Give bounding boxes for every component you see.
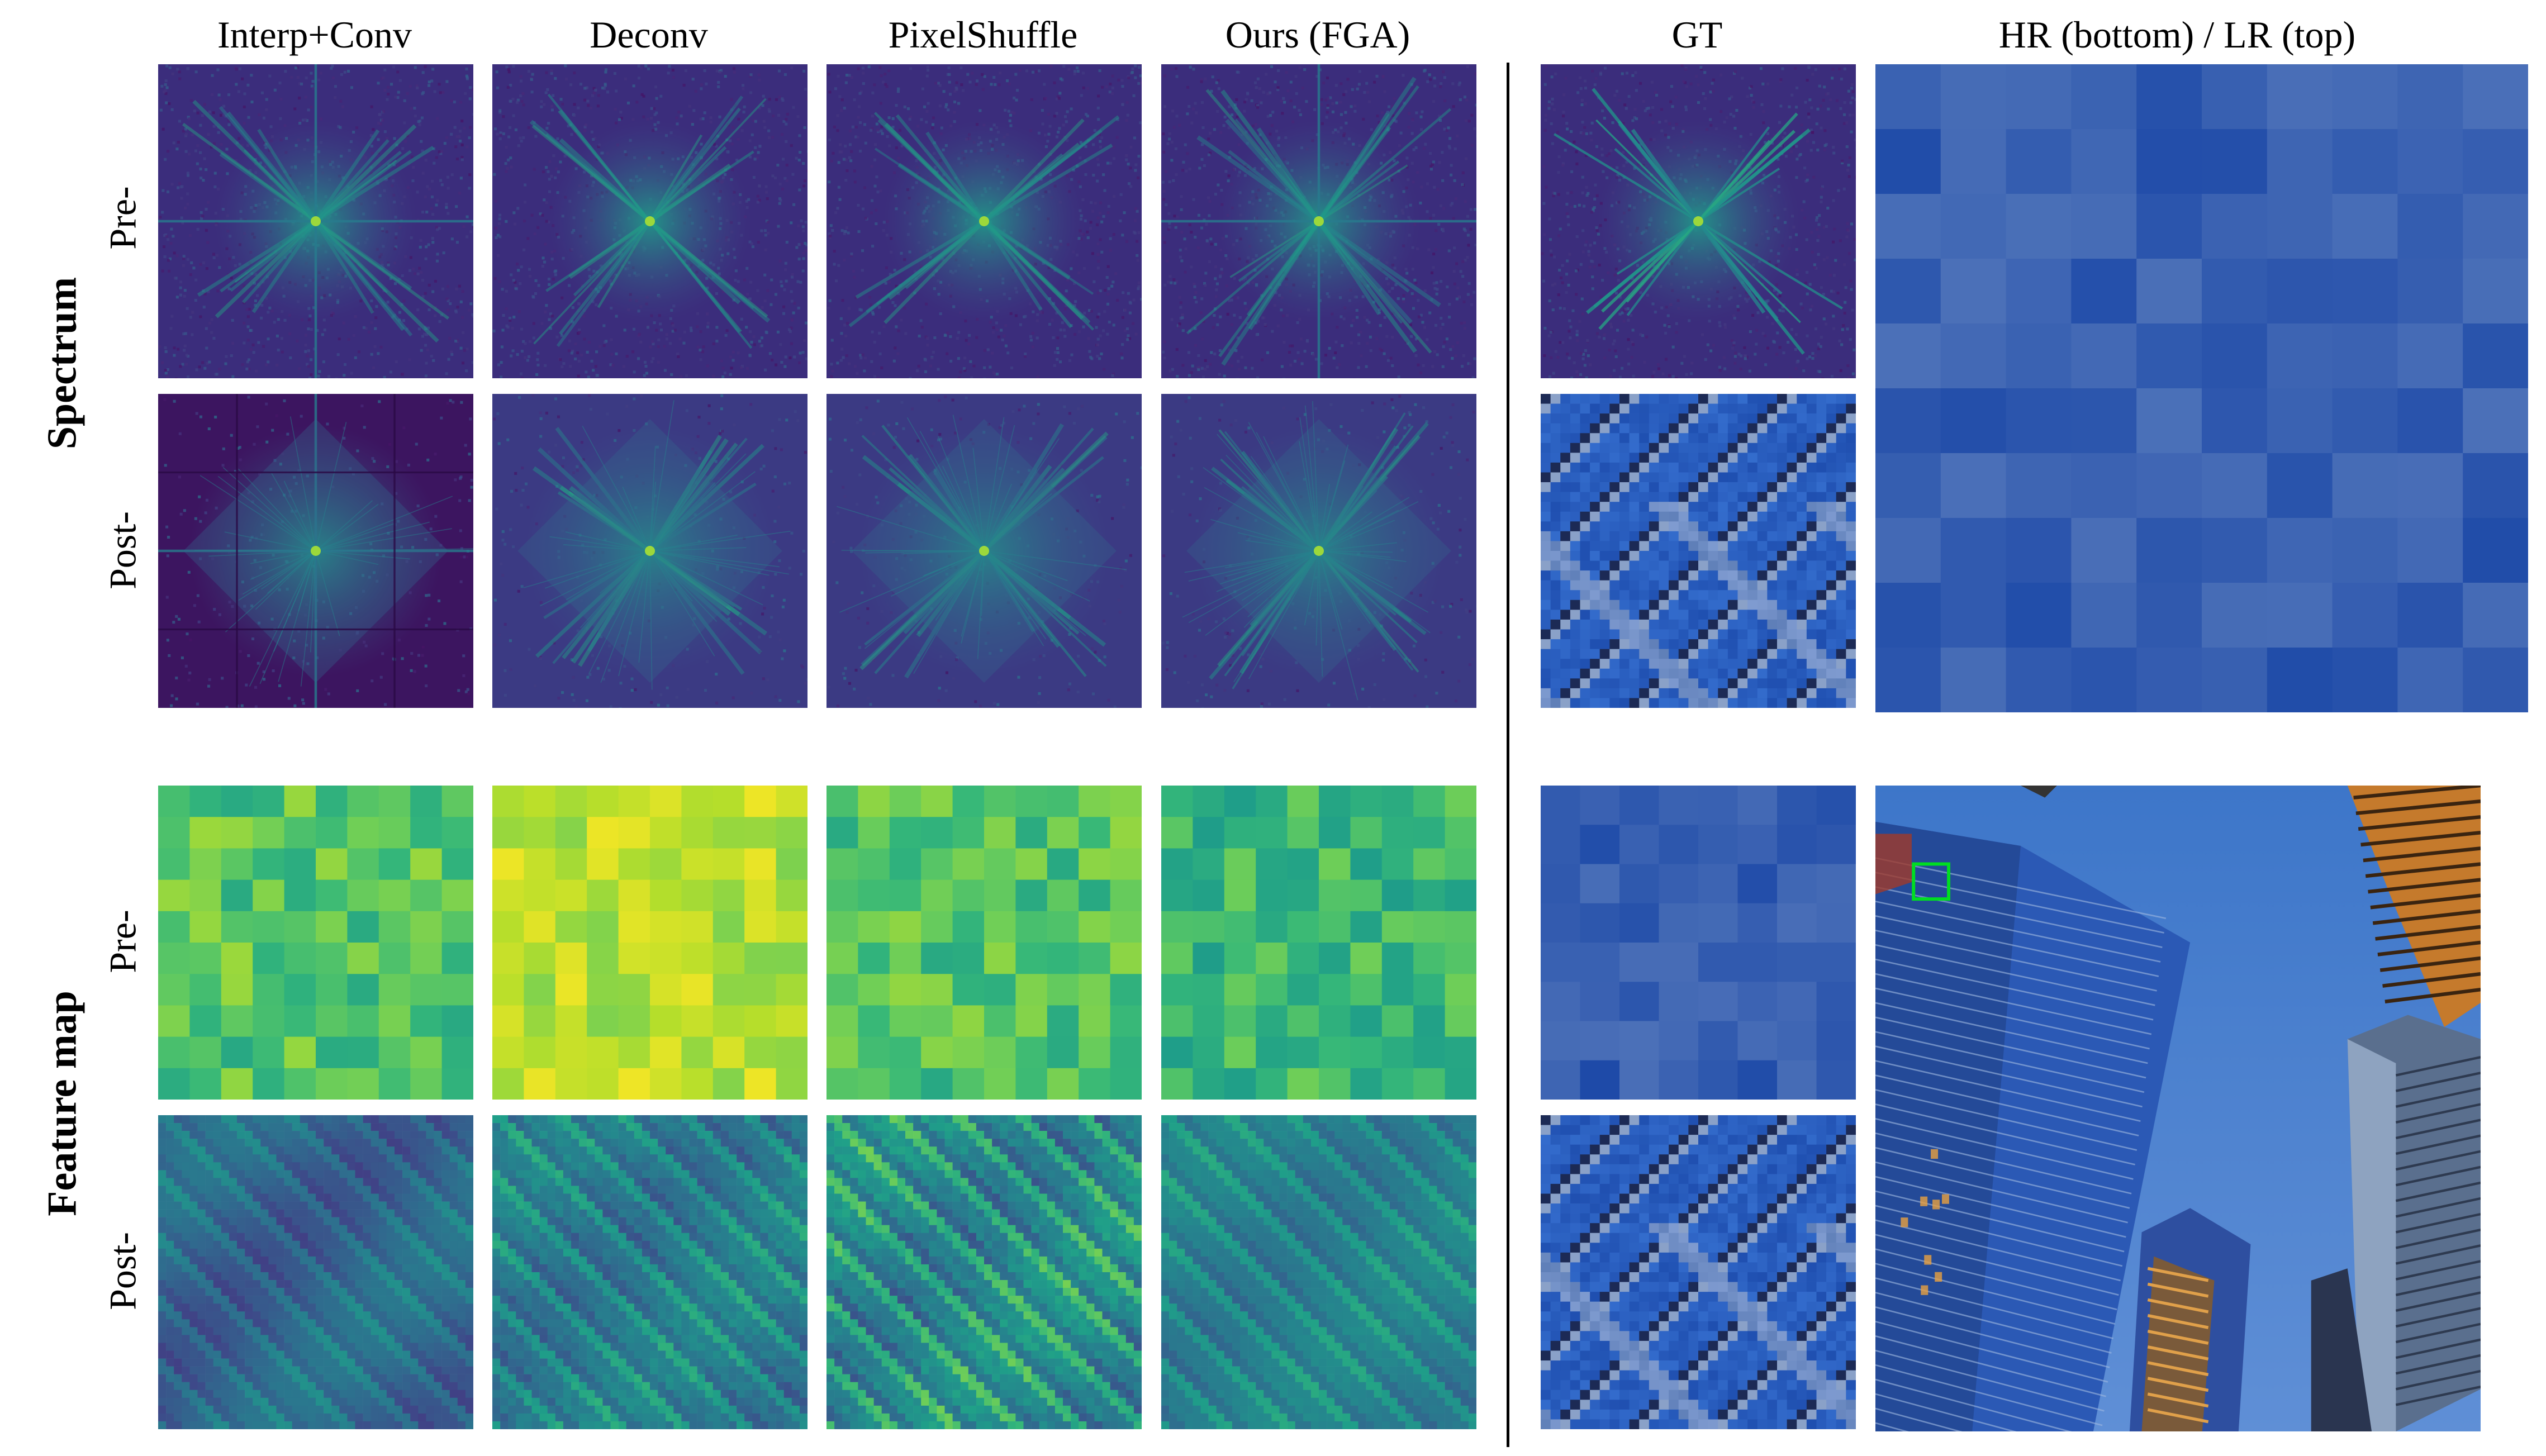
row-label-spectrum-pre: Pre- bbox=[101, 186, 144, 250]
feature-post-deconv-panel bbox=[492, 1115, 808, 1429]
row-label-feature-post: Post- bbox=[101, 1232, 144, 1310]
spectrum-pre-deconv-panel bbox=[492, 64, 808, 378]
spectrum-pre-fga-panel bbox=[1161, 64, 1476, 378]
row-group-feature-map: Feature map bbox=[39, 991, 86, 1216]
gt-hr-crop-bottom-panel bbox=[1541, 1115, 1856, 1429]
feature-post-fga-panel bbox=[1161, 1115, 1476, 1429]
spectrum-post-deconv-panel bbox=[492, 394, 808, 708]
gt-lr-crop-panel bbox=[1541, 786, 1856, 1100]
feature-pre-interp-panel bbox=[158, 786, 473, 1100]
row-label-spectrum-post: Post- bbox=[101, 511, 144, 589]
spectrum-post-interp-panel bbox=[158, 394, 473, 708]
spectrum-post-fga-panel bbox=[1161, 394, 1476, 708]
feature-post-interp-panel bbox=[158, 1115, 473, 1429]
feature-pre-deconv-panel bbox=[492, 786, 808, 1100]
vertical-divider bbox=[1507, 63, 1509, 1447]
row-group-spectrum: Spectrum bbox=[39, 277, 86, 450]
feature-pre-pixelshuffle-panel bbox=[826, 786, 1142, 1100]
hr-image bbox=[1875, 786, 2481, 1431]
column-header-pixelshuffle: PixelShuffle bbox=[888, 13, 1078, 56]
lr-image bbox=[1875, 64, 2528, 712]
feature-post-pixelshuffle-panel bbox=[826, 1115, 1142, 1429]
spectrum-pre-interp-panel bbox=[158, 64, 473, 378]
column-header-deconv: Deconv bbox=[590, 13, 708, 56]
spectrum-pre-gt-panel bbox=[1541, 64, 1856, 378]
feature-pre-fga-panel bbox=[1161, 786, 1476, 1100]
spectrum-post-pixelshuffle-panel bbox=[826, 394, 1142, 708]
column-header-interp-conv: Interp+Conv bbox=[217, 13, 412, 56]
column-header-hr-lr: HR (bottom) / LR (top) bbox=[1998, 13, 2356, 56]
column-header-ours-fga: Ours (FGA) bbox=[1225, 13, 1410, 56]
gt-hr-crop-top-panel bbox=[1541, 394, 1856, 708]
row-label-feature-pre: Pre- bbox=[101, 910, 144, 973]
spectrum-pre-pixelshuffle-panel bbox=[826, 64, 1142, 378]
column-header-gt: GT bbox=[1671, 13, 1723, 56]
